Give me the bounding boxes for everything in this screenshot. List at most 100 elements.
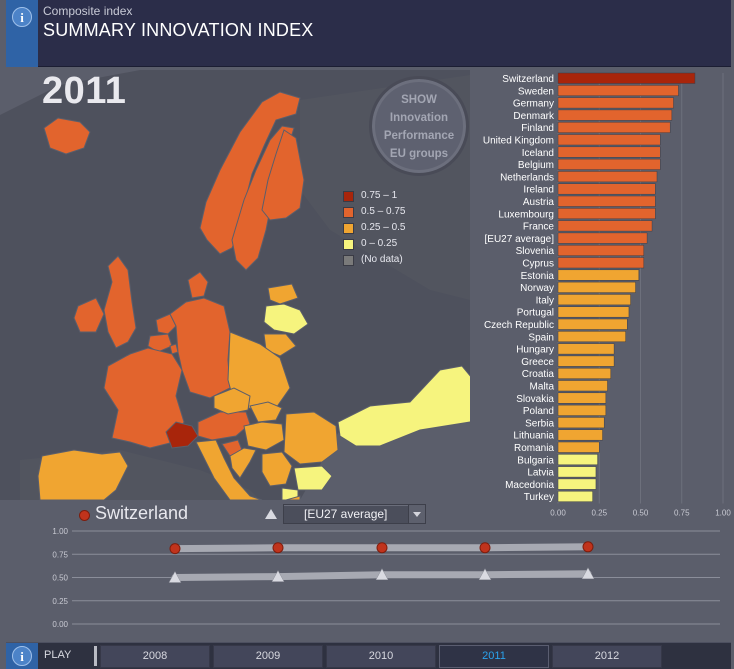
country-italy[interactable] <box>195 439 263 500</box>
bar-category-label[interactable]: Romania <box>514 443 554 454</box>
bar-category-label[interactable]: Greece <box>521 357 554 368</box>
bar-category-label[interactable]: Italy <box>536 295 554 306</box>
bar-sweden[interactable] <box>557 85 679 97</box>
bar-category-label[interactable]: Sweden <box>518 86 554 97</box>
country-croatia[interactable] <box>229 447 257 479</box>
bar-bulgaria[interactable] <box>557 454 598 466</box>
bar-romania[interactable] <box>557 441 600 453</box>
bar-greece[interactable] <box>557 355 615 367</box>
bar-category-label[interactable]: Portugal <box>517 308 554 319</box>
bar-croatia[interactable] <box>557 367 612 379</box>
country-czech[interactable] <box>213 387 251 415</box>
bar-italy[interactable] <box>557 294 631 306</box>
timeline-point-eu27[interactable] <box>375 568 389 580</box>
year-tab-2010[interactable]: 2010 <box>326 645 436 668</box>
country-hungary[interactable] <box>243 421 285 451</box>
timeline-point-switzerland[interactable] <box>272 542 284 554</box>
timeline-point-eu27[interactable] <box>581 567 595 580</box>
bar-portugal[interactable] <box>557 306 630 318</box>
country-macedonia[interactable] <box>281 487 299 500</box>
bar-category-label[interactable]: Ireland <box>523 185 554 196</box>
info-panel-top[interactable]: i <box>6 0 38 67</box>
bar-luxembourg[interactable] <box>557 208 656 220</box>
year-tab-2012[interactable]: 2012 <box>552 645 662 668</box>
bar-switzerland[interactable] <box>557 72 696 84</box>
country-serbia[interactable] <box>261 451 293 487</box>
bar-category-label[interactable]: Croatia <box>522 369 555 380</box>
bar-netherlands[interactable] <box>557 171 658 183</box>
timeline-point-eu27[interactable] <box>478 568 492 580</box>
bar-france[interactable] <box>557 220 653 232</box>
bar-category-label[interactable]: Austria <box>523 197 555 208</box>
play-button[interactable]: PLAY <box>44 649 72 661</box>
bar-slovenia[interactable] <box>557 244 645 256</box>
bar-turkey[interactable] <box>557 490 593 502</box>
bar-estonia[interactable] <box>557 269 640 281</box>
info-icon[interactable]: i <box>12 646 32 666</box>
bar-malta[interactable] <box>557 380 608 392</box>
bar-category-label[interactable]: Macedonia <box>505 480 554 491</box>
bar-category-label[interactable]: Iceland <box>522 148 554 159</box>
year-tab-2009[interactable]: 2009 <box>213 645 323 668</box>
bar-norway[interactable] <box>557 281 636 293</box>
bar-category-label[interactable]: Hungary <box>516 345 554 356</box>
country-romania[interactable] <box>283 411 339 465</box>
bar-hungary[interactable] <box>557 343 615 355</box>
bar-category-label[interactable]: Poland <box>523 406 554 417</box>
bar-category-label[interactable]: Slovakia <box>516 394 554 405</box>
bar-germany[interactable] <box>557 97 674 109</box>
country-iceland[interactable] <box>43 117 91 155</box>
bar-category-label[interactable]: Malta <box>530 382 555 393</box>
country-lithuania[interactable] <box>263 333 297 357</box>
year-tab-2011[interactable]: 2011 <box>439 645 549 668</box>
country-finland[interactable] <box>261 129 305 221</box>
bar-category-label[interactable]: France <box>523 222 555 233</box>
bar-lithuania[interactable] <box>557 429 603 441</box>
bar-category-label[interactable]: Slovenia <box>516 246 555 257</box>
selected-country-label[interactable]: Switzerland <box>95 503 189 523</box>
country-turkey[interactable] <box>337 365 470 447</box>
timeline-point-switzerland[interactable] <box>169 543 181 555</box>
show-eu-groups-button[interactable]: SHOW Innovation Performance EU groups <box>369 76 469 176</box>
bar-finland[interactable] <box>557 121 671 133</box>
dropdown-toggle[interactable] <box>408 505 425 523</box>
country-netherlands[interactable] <box>155 313 177 335</box>
bar-category-label[interactable]: Luxembourg <box>498 209 554 220</box>
bar-serbia[interactable] <box>557 417 605 429</box>
bar-category-label[interactable]: Cyprus <box>522 259 554 270</box>
bar-category-label[interactable]: Belgium <box>518 160 554 171</box>
bar-category-label[interactable]: Denmark <box>513 111 555 122</box>
bar-category-label[interactable]: United Kingdom <box>483 136 554 147</box>
bar-iceland[interactable] <box>557 146 661 158</box>
info-icon[interactable]: i <box>12 7 32 27</box>
bar-poland[interactable] <box>557 404 607 416</box>
bar-category-label[interactable]: Lithuania <box>513 431 554 442</box>
country-latvia[interactable] <box>263 303 309 335</box>
info-panel-bottom[interactable]: i <box>6 643 38 669</box>
bar-ireland[interactable] <box>557 183 656 195</box>
bar-category-label[interactable]: Switzerland <box>502 74 554 85</box>
country-luxembourg[interactable] <box>169 343 179 355</box>
timeline-point-switzerland[interactable] <box>582 541 594 553</box>
timeline-point-eu27[interactable] <box>168 570 182 583</box>
year-tab-2008[interactable]: 2008 <box>100 645 210 668</box>
country-bulgaria[interactable] <box>293 465 333 491</box>
bar-cyprus[interactable] <box>557 257 645 269</box>
bar-category-label[interactable]: Serbia <box>525 418 554 429</box>
comparison-dropdown[interactable]: [EU27 average] <box>283 504 426 524</box>
bar-united-kingdom[interactable] <box>557 134 661 146</box>
bar-denmark[interactable] <box>557 109 673 121</box>
country-estonia[interactable] <box>267 283 299 305</box>
bar-category-label[interactable]: Finland <box>521 123 554 134</box>
bar-macedonia[interactable] <box>557 478 597 490</box>
bar-category-label[interactable]: Latvia <box>527 468 554 479</box>
bar-eu27-average[interactable] <box>557 232 648 244</box>
bar-category-label[interactable]: Germany <box>513 99 554 110</box>
country-ireland[interactable] <box>73 297 105 333</box>
country-spain[interactable] <box>37 449 129 500</box>
country-belgium[interactable] <box>147 333 173 353</box>
country-greece[interactable] <box>285 495 301 500</box>
bar-category-label[interactable]: Czech Republic <box>484 320 554 331</box>
bar-austria[interactable] <box>557 195 656 207</box>
bar-belgium[interactable] <box>557 158 661 170</box>
